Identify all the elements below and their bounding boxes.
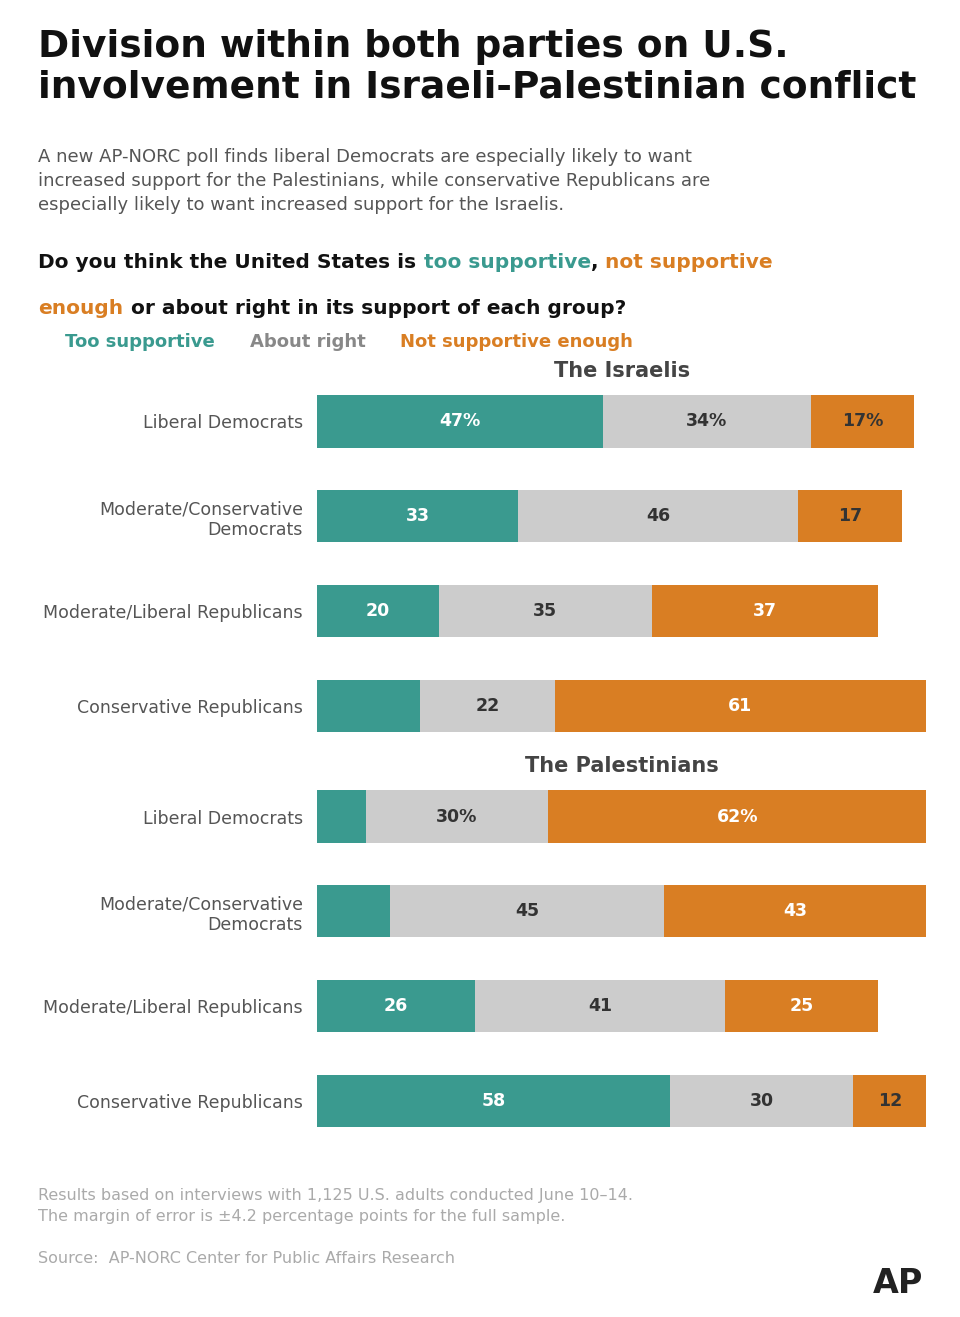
Text: Division within both parties on U.S.
involvement in Israeli-Palestinian conflict: Division within both parties on U.S. inv… bbox=[38, 29, 917, 105]
Text: 58: 58 bbox=[482, 1092, 506, 1110]
Bar bbox=[366, 790, 548, 843]
Bar bbox=[603, 395, 810, 448]
Text: 25: 25 bbox=[789, 997, 813, 1015]
Text: 47%: 47% bbox=[440, 412, 481, 431]
Bar bbox=[390, 885, 664, 938]
Text: ,: , bbox=[590, 253, 605, 271]
Bar bbox=[518, 490, 799, 543]
Bar bbox=[317, 885, 390, 938]
Text: or about right in its support of each group?: or about right in its support of each gr… bbox=[124, 299, 626, 317]
Text: Not supportive enough: Not supportive enough bbox=[400, 333, 633, 352]
Text: 30: 30 bbox=[750, 1092, 774, 1110]
Bar bbox=[420, 680, 555, 732]
Text: 46: 46 bbox=[646, 507, 670, 525]
Bar bbox=[317, 680, 420, 732]
Text: enough: enough bbox=[38, 299, 124, 317]
Text: The Palestinians: The Palestinians bbox=[525, 756, 718, 776]
Text: 20: 20 bbox=[366, 602, 390, 620]
Bar bbox=[317, 980, 475, 1033]
Bar bbox=[853, 1075, 926, 1127]
Text: Source:  AP-NORC Center for Public Affairs Research: Source: AP-NORC Center for Public Affair… bbox=[38, 1251, 455, 1266]
Bar bbox=[317, 490, 518, 543]
Text: 37: 37 bbox=[753, 602, 777, 620]
Text: 61: 61 bbox=[729, 697, 753, 715]
Bar bbox=[317, 585, 439, 637]
Bar bbox=[670, 1075, 853, 1127]
Bar bbox=[475, 980, 725, 1033]
Bar bbox=[548, 790, 926, 843]
Text: 22: 22 bbox=[475, 697, 499, 715]
Text: Do you think the United States is: Do you think the United States is bbox=[38, 253, 423, 271]
Bar bbox=[317, 395, 603, 448]
Text: Too supportive: Too supportive bbox=[65, 333, 215, 352]
Bar bbox=[810, 395, 914, 448]
Text: 62%: 62% bbox=[717, 807, 758, 826]
Text: too supportive: too supportive bbox=[423, 253, 590, 271]
Bar bbox=[799, 490, 902, 543]
Text: A new AP-NORC poll finds liberal Democrats are especially likely to want
increas: A new AP-NORC poll finds liberal Democra… bbox=[38, 148, 710, 215]
Bar bbox=[664, 885, 926, 938]
Text: 45: 45 bbox=[516, 902, 540, 921]
Bar bbox=[317, 790, 366, 843]
Text: not supportive: not supportive bbox=[605, 253, 773, 271]
Bar bbox=[555, 680, 926, 732]
Text: 43: 43 bbox=[783, 902, 807, 921]
Bar bbox=[652, 585, 877, 637]
Text: 26: 26 bbox=[384, 997, 408, 1015]
Text: 17: 17 bbox=[838, 507, 862, 525]
Text: 33: 33 bbox=[405, 507, 429, 525]
Text: 12: 12 bbox=[877, 1092, 902, 1110]
Text: 35: 35 bbox=[534, 602, 558, 620]
Text: Results based on interviews with 1,125 U.S. adults conducted June 10–14.
The mar: Results based on interviews with 1,125 U… bbox=[38, 1188, 634, 1223]
Bar bbox=[317, 1075, 670, 1127]
Text: The Israelis: The Israelis bbox=[554, 361, 689, 381]
Text: About right: About right bbox=[250, 333, 366, 352]
Text: 34%: 34% bbox=[686, 412, 728, 431]
Bar bbox=[439, 585, 652, 637]
Bar bbox=[725, 980, 877, 1033]
Text: 17%: 17% bbox=[842, 412, 883, 431]
Text: 41: 41 bbox=[588, 997, 612, 1015]
Text: 30%: 30% bbox=[437, 807, 478, 826]
Text: AP: AP bbox=[873, 1267, 923, 1300]
